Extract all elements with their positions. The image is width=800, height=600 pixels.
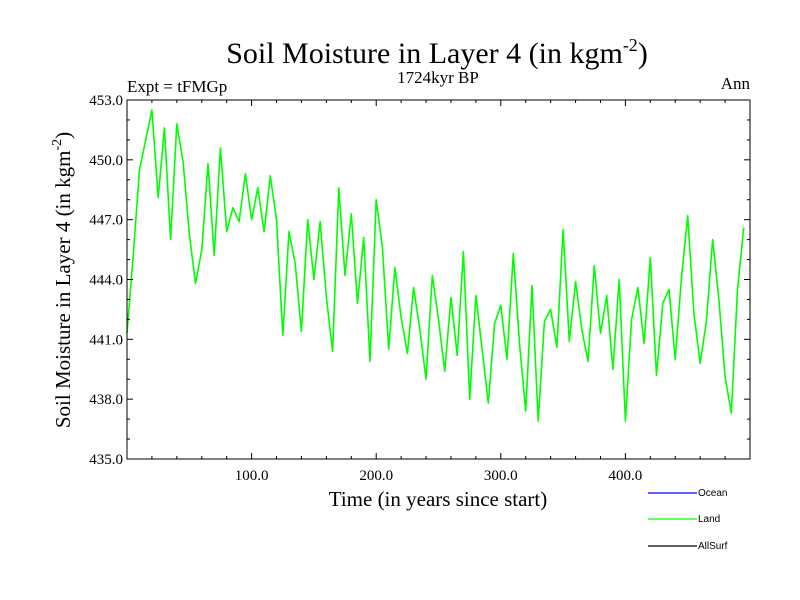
y-tick-label: 453.0 [89, 93, 123, 109]
x-tick-label: 400.0 [609, 468, 643, 484]
y-axis-title: Soil Moisture in Layer 4 (in kgm-2) [50, 132, 75, 428]
y-tick-label: 438.0 [89, 392, 123, 408]
y-tick-label: 450.0 [89, 153, 123, 169]
y-tick-label: 441.0 [89, 332, 123, 348]
x-tick-label: 200.0 [359, 468, 393, 484]
plot-frame [126, 99, 751, 460]
legend-label-ocean: Ocean [698, 488, 727, 499]
tick-layer: 435.0 438.0 441.0 444.0 447.0 450.0 453.0 100.0… [89, 93, 750, 484]
x-tick-label: 300.0 [484, 468, 518, 484]
subtitle-experiment: Expt = tFMGp [127, 77, 227, 96]
legend-label-allsurf: AllSurf [698, 541, 728, 552]
y-tick-label: 447.0 [89, 213, 123, 229]
chart-title: Soil Moisture in Layer 4 (in kgm-2) [226, 35, 648, 70]
series-line-land [126, 109, 745, 422]
subtitle-season: Ann [721, 74, 751, 93]
x-axis-title: Time (in years since start) [329, 487, 548, 511]
legend: Ocean Land AllSurf [648, 488, 728, 552]
y-tick-label: 435.0 [89, 452, 123, 468]
subtitle-period: 1724kyr BP [397, 68, 479, 87]
y-tick-label: 444.0 [89, 273, 123, 289]
series-layer [126, 109, 745, 422]
x-tick-label: 100.0 [235, 468, 269, 484]
legend-label-land: Land [698, 514, 720, 525]
